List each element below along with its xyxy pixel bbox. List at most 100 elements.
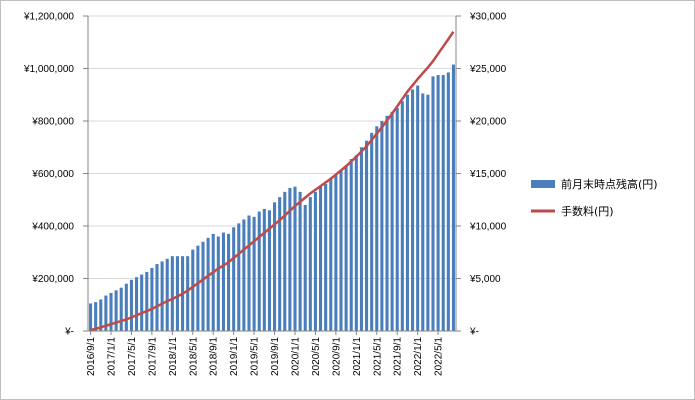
bar (319, 186, 323, 331)
bar (436, 75, 440, 331)
bar (385, 115, 389, 331)
bar (175, 256, 179, 331)
x-tick-label: 2020/9/1 (331, 337, 342, 376)
bar (145, 271, 149, 331)
x-tick-label: 2018/9/1 (209, 337, 220, 376)
y-right-tick-label: ¥15,000 (469, 169, 507, 180)
bar (150, 268, 154, 331)
bar (267, 210, 271, 331)
bar (298, 191, 302, 331)
y-right-tick-label: ¥25,000 (469, 64, 507, 75)
bar (186, 256, 190, 331)
bar (339, 170, 343, 331)
bar (375, 126, 379, 331)
bar (99, 299, 103, 331)
y-axis-left-ticks: ¥- ¥200,000 ¥400,000 ¥600,000 ¥800,000 ¥1,000… (23, 12, 74, 338)
bar (395, 107, 399, 331)
x-tick-label: 2021/9/1 (393, 337, 404, 376)
legend-line-label: 手数料(円) (561, 204, 614, 218)
bar (160, 261, 164, 331)
bar (262, 208, 266, 331)
x-tick-label: 2017/5/1 (127, 337, 138, 376)
bar (370, 132, 374, 331)
bar (206, 237, 210, 331)
x-tick-label: 2020/5/1 (311, 337, 322, 376)
bar (390, 111, 394, 331)
y-right-tick-label: ¥- (469, 327, 479, 338)
bar (211, 233, 215, 331)
bar (380, 121, 384, 331)
y-right-tick-label: ¥30,000 (469, 12, 507, 23)
bar (431, 76, 435, 331)
bar (104, 295, 108, 331)
bar (135, 277, 139, 331)
bar (216, 236, 220, 331)
bar (416, 85, 420, 331)
bar (196, 245, 200, 331)
bar (349, 159, 353, 331)
bar (165, 258, 169, 331)
legend: 前月末時点残高(円) 手数料(円) (531, 177, 658, 218)
bar (124, 283, 128, 331)
y-left-tick-label: ¥400,000 (31, 222, 74, 233)
y-right-tick-label: ¥20,000 (469, 117, 507, 128)
bar (242, 219, 246, 331)
bar (155, 264, 159, 331)
bar (170, 256, 174, 331)
legend-bar-label: 前月末時点残高(円) (561, 177, 658, 191)
y-axis-right-ticks: ¥- ¥5,000 ¥10,000 ¥15,000 ¥20,000 ¥25,000 ¥30,… (469, 12, 507, 338)
bar (411, 89, 415, 331)
bar (140, 274, 144, 331)
bar (257, 211, 261, 331)
bar (365, 140, 369, 331)
y-left-tick-label: ¥800,000 (31, 117, 74, 128)
bar (288, 187, 292, 331)
bar (129, 279, 133, 331)
bar (252, 216, 256, 331)
x-tick-label: 2016/9/1 (86, 337, 97, 376)
bar (221, 232, 225, 331)
bar (446, 72, 450, 331)
bar (114, 290, 118, 331)
bar (303, 205, 307, 331)
bar (421, 93, 425, 331)
bar (329, 178, 333, 331)
axes (83, 15, 461, 332)
bar (451, 64, 455, 331)
x-tick-label: 2019/5/1 (250, 337, 261, 376)
x-tick-label: 2021/5/1 (372, 337, 383, 376)
gridlines (88, 15, 456, 279)
bar (237, 223, 241, 331)
bar (334, 174, 338, 331)
bar (441, 75, 445, 331)
x-tick-label: 2022/1/1 (413, 337, 424, 376)
bar (308, 197, 312, 331)
fee-line (90, 31, 455, 332)
bar (283, 191, 287, 331)
bar (344, 165, 348, 331)
x-tick-label: 2017/1/1 (107, 337, 118, 376)
x-tick-label: 2021/1/1 (352, 337, 363, 376)
bar (359, 147, 363, 331)
y-left-tick-label: ¥- (64, 327, 74, 338)
bar (273, 202, 277, 331)
x-tick-label: 2018/1/1 (168, 337, 179, 376)
bar (354, 155, 358, 331)
bar (247, 215, 251, 331)
bar (227, 233, 231, 331)
bar (119, 287, 123, 331)
y-right-tick-label: ¥10,000 (469, 222, 507, 233)
bar (232, 227, 236, 331)
bar (293, 186, 297, 331)
bar (324, 184, 328, 331)
bar (89, 303, 93, 331)
x-tick-label: 2019/9/1 (270, 337, 281, 376)
bar (313, 191, 317, 331)
bar (405, 94, 409, 331)
legend-bar-swatch (531, 180, 555, 188)
bar (109, 292, 113, 331)
y-left-tick-label: ¥200,000 (31, 274, 74, 285)
bar (400, 101, 404, 331)
balance-bars (89, 64, 455, 331)
